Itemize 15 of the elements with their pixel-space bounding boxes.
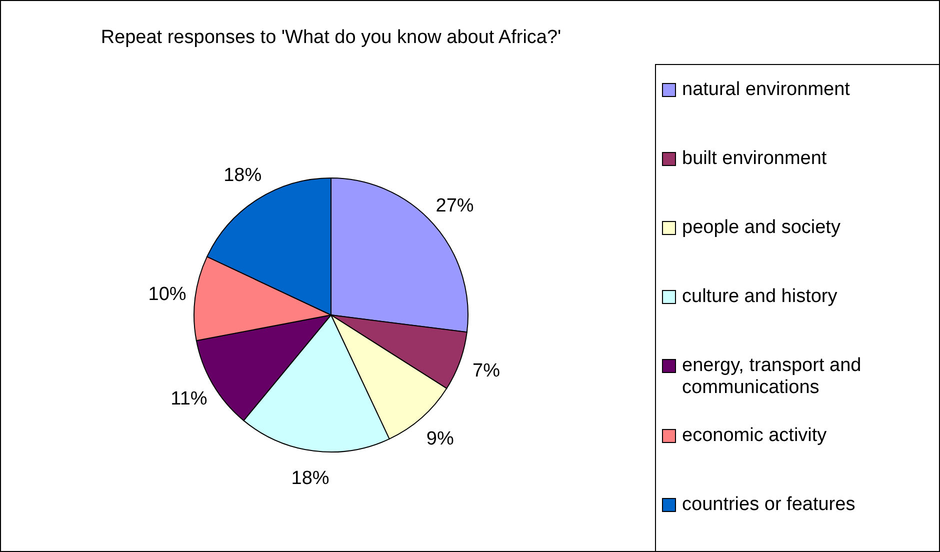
data-label: 27% (436, 195, 474, 216)
chart-title: Repeat responses to 'What do you know about Africa?' (100, 27, 562, 49)
legend-label: built environment (682, 148, 828, 170)
legend-label: energy, transport and communications (682, 355, 862, 399)
data-label: 11% (170, 388, 208, 410)
legend-label: culture and history (682, 286, 838, 308)
legend-label: countries or features (682, 494, 856, 516)
data-label: 7% (472, 360, 500, 382)
data-label: 18% (224, 165, 262, 186)
data-label: 9% (426, 428, 454, 450)
legend-label: economic activity (682, 425, 828, 447)
data-label: 18% (291, 468, 330, 490)
data-label: 10% (148, 284, 186, 305)
legend-label: people and society (682, 217, 842, 239)
legend-label: natural environment (682, 79, 851, 101)
